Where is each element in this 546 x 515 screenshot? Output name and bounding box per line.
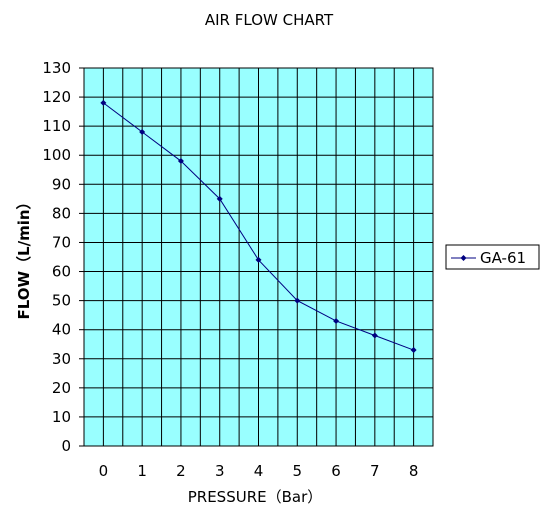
x-tick-label: 6 [331, 462, 341, 480]
y-tick-label: 40 [52, 321, 71, 339]
x-tick-label: 0 [99, 462, 109, 480]
x-axis-ticks: 0 1 2 3 4 5 6 7 8 [99, 462, 419, 480]
data-point [333, 317, 340, 324]
x-tick-label: 8 [409, 462, 419, 480]
legend-entry-ga-61: GA-61 [480, 249, 526, 267]
y-tick-label: 90 [52, 175, 71, 193]
y-tick-label: 50 [52, 292, 71, 310]
y-tick-label: 60 [52, 263, 71, 281]
x-tick-label: 4 [254, 462, 264, 480]
data-point [294, 297, 301, 304]
y-tick-label: 110 [42, 117, 71, 135]
x-tick-label: 1 [137, 462, 147, 480]
data-point [410, 347, 417, 354]
legend-marker [460, 255, 467, 261]
data-point [177, 158, 184, 165]
chart-title: AIR FLOW CHART [205, 11, 334, 29]
y-tick-label: 0 [61, 437, 71, 455]
x-tick-label: 3 [215, 462, 225, 480]
y-tick-label: 120 [42, 88, 71, 106]
y-tick-label: 10 [52, 408, 71, 426]
data-point [216, 195, 223, 202]
y-tick-label: 80 [52, 204, 71, 222]
y-axis-label: FLOW（L/min） [15, 194, 33, 319]
grid-lines [84, 68, 433, 446]
x-tick-label: 7 [370, 462, 380, 480]
data-point [255, 256, 262, 263]
data-point [139, 128, 146, 135]
data-point [371, 332, 378, 339]
y-tick-label: 70 [52, 233, 71, 251]
x-tick-label: 2 [176, 462, 186, 480]
y-tick-label: 130 [42, 59, 71, 77]
data-point [100, 99, 107, 106]
x-tick-label: 5 [293, 462, 303, 480]
y-tick-label: 30 [52, 350, 71, 368]
legend: GA-61 [445, 244, 540, 270]
x-axis-label: PRESSURE（Bar） [188, 488, 323, 506]
y-axis-ticks: 0 10 20 30 40 50 60 70 80 90 100 110 120 130 [42, 59, 84, 455]
y-tick-label: 20 [52, 379, 71, 397]
y-tick-label: 100 [42, 146, 71, 164]
series-layer [100, 99, 417, 354]
